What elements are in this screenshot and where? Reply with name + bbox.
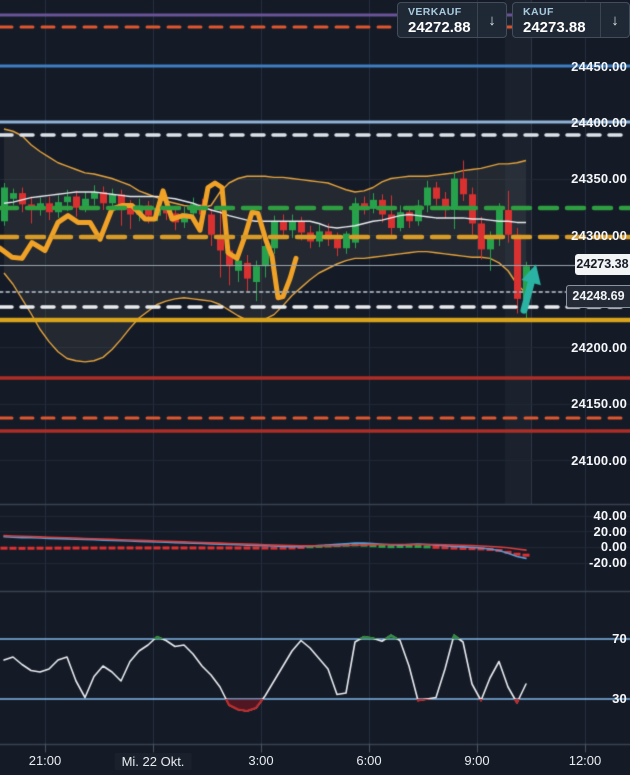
buy-label: KAUF: [523, 6, 554, 18]
buy-direction-toggle[interactable]: ↓: [600, 3, 629, 37]
down-arrow-icon: ↓: [488, 11, 496, 29]
time-tick: 12:00: [568, 753, 602, 768]
time-tick: 9:00: [464, 753, 490, 768]
sell-price: 24272.88: [408, 19, 471, 36]
sell-button[interactable]: VERKAUF 24272.88 ↓: [397, 2, 507, 38]
secondary-price-label: 24248.69: [566, 285, 630, 308]
sell-direction-toggle[interactable]: ↓: [477, 3, 506, 37]
time-tick-date: Mi. 22 Okt.: [114, 753, 192, 770]
sell-price-panel[interactable]: VERKAUF 24272.88: [398, 3, 477, 37]
down-arrow-icon: ↓: [611, 11, 619, 29]
time-tick: 3:00: [248, 753, 274, 768]
buy-price: 24273.88: [523, 19, 586, 36]
sell-label: VERKAUF: [408, 6, 462, 18]
buy-button[interactable]: KAUF 24273.88 ↓: [512, 2, 630, 38]
buy-price-panel[interactable]: KAUF 24273.88: [513, 3, 600, 37]
time-tick: 21:00: [28, 753, 62, 768]
current-price-label: 24273.38: [575, 254, 630, 275]
time-tick: 6:00: [356, 753, 382, 768]
